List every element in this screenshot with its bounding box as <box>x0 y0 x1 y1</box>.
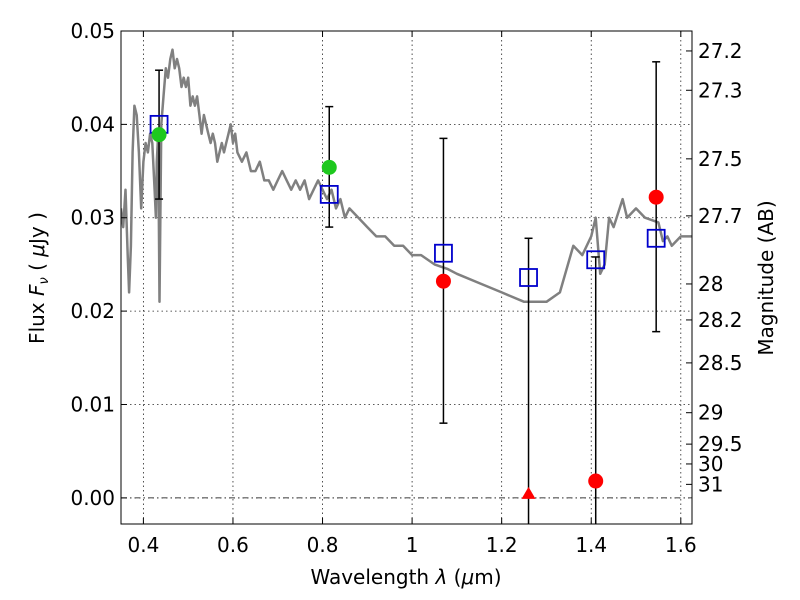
right-tick-label: 29 <box>698 401 723 425</box>
y-tick-label: 0.03 <box>70 206 115 230</box>
model-flux-square <box>519 268 538 287</box>
x-tick-label: 1.6 <box>665 533 697 557</box>
detection-point <box>151 127 167 143</box>
right-tick-label: 28.5 <box>698 351 743 375</box>
y-tick-label: 0.04 <box>70 112 115 136</box>
model-flux-square <box>434 243 453 263</box>
model-flux-square <box>319 184 339 204</box>
model-flux-square <box>646 228 666 248</box>
observed-flux-point <box>435 273 451 289</box>
detection-point <box>321 159 337 175</box>
right-tick-label: 29.5 <box>698 432 743 456</box>
x-axis-mu: μ <box>460 565 474 589</box>
x-tick-label: 0.8 <box>307 533 339 557</box>
y-axis-label: Flux Fν ( μJy ) <box>25 212 52 344</box>
plot-content <box>121 48 692 524</box>
x-tick-label: 0.4 <box>127 533 159 557</box>
right-tick-label: 27.5 <box>698 147 743 171</box>
observed-flux-point <box>588 473 604 489</box>
right-tick-label: 30 <box>698 452 723 476</box>
plot-frame <box>120 30 693 525</box>
y-tick-label: 0.00 <box>70 486 115 510</box>
right-tick-label: 27.3 <box>698 78 743 102</box>
plot-area <box>121 48 692 524</box>
right-tick-label: 27.2 <box>698 39 743 63</box>
model-flux-square <box>586 250 606 270</box>
right-axis-label: Magnitude (AB) <box>754 200 778 355</box>
right-tick-label: 27.7 <box>698 204 743 228</box>
y-tick-label: 0.02 <box>70 299 115 323</box>
x-tick-label: 1.2 <box>486 533 518 557</box>
right-tick-label: 31 <box>698 472 723 496</box>
x-tick-label: 1.4 <box>575 533 607 557</box>
x-axis-lambda: λ <box>434 565 447 589</box>
x-tick-label: 0.6 <box>217 533 249 557</box>
right-tick-label: 28 <box>698 272 723 296</box>
y-tick-label: 0.05 <box>70 19 115 43</box>
x-tick-label: 1 <box>406 533 419 557</box>
observed-flux-point <box>648 189 664 205</box>
y-tick-label: 0.01 <box>70 392 115 416</box>
upper-limit-triangle <box>521 486 536 499</box>
axes: 0.4 0.6 0.8 1 1.2 1.4 1.6 0.00 0.01 0.02 0.03 0.04 0… <box>70 19 742 557</box>
x-axis-label: Wavelength λ (μm) <box>310 565 501 589</box>
right-tick-label: 28.2 <box>698 308 743 332</box>
